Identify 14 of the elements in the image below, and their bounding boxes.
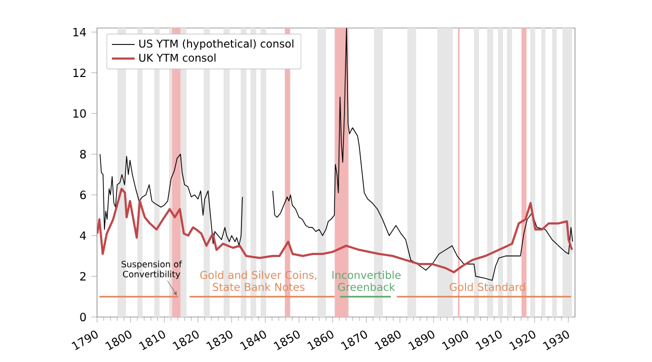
annotation: Gold and Silver Coins, State Bank Notes (200, 270, 316, 291)
y-tick-label: 8 (80, 150, 86, 158)
legend-label: US YTM (hypothetical) consol (139, 39, 294, 50)
legend-label: UK YTM consol (139, 54, 216, 62)
y-tick-label: 4 (80, 231, 86, 240)
annotation: Suspension of Convertibility (122, 260, 182, 280)
y-tick-label: 10 (73, 109, 86, 118)
y-tick-label: 6 (80, 190, 86, 200)
y-tick-label: 2 (80, 272, 86, 280)
y-tick-label: 12 (73, 68, 86, 77)
y-tick-label: 0 (80, 312, 86, 322)
y-tick-label: 14 (73, 28, 86, 36)
annotation: Inconvertible Greenback (332, 270, 401, 291)
annotation: Gold Standard (450, 282, 525, 291)
